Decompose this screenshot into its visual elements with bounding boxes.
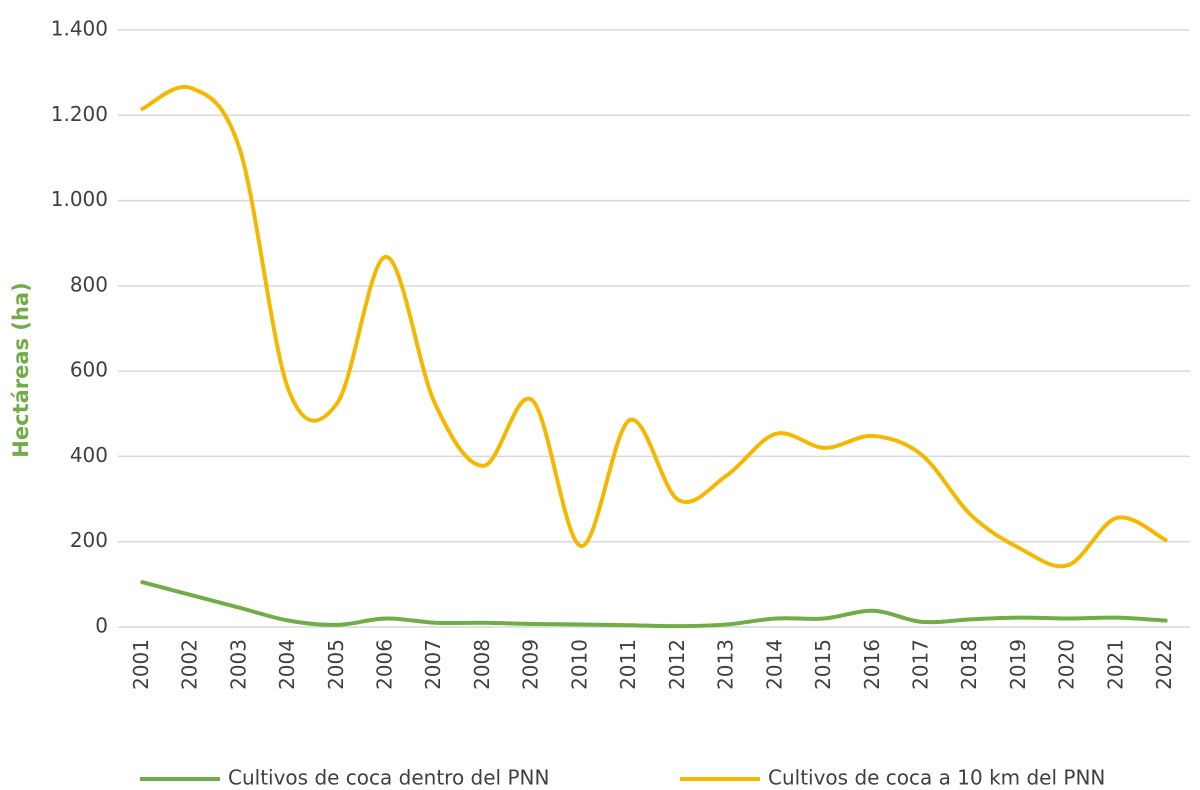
y-tick-label: 200: [70, 528, 108, 552]
y-tick-label: 1.000: [51, 187, 108, 211]
x-tick-label: 2009: [519, 639, 543, 690]
x-tick-label: 2014: [762, 639, 786, 690]
x-tick-label: 2008: [470, 639, 494, 690]
y-tick-label: 1.400: [51, 17, 108, 41]
x-tick-label: 2003: [226, 639, 250, 690]
x-tick-label: 2021: [1103, 639, 1127, 690]
y-tick-label: 400: [70, 443, 108, 467]
x-tick-label: 2010: [567, 639, 591, 690]
y-tick-label: 600: [70, 358, 108, 382]
x-tick-label: 2005: [324, 639, 348, 690]
x-tick-label: 2015: [811, 639, 835, 690]
x-tick-label: 2004: [275, 639, 299, 690]
x-tick-label: 2007: [421, 639, 445, 690]
legend-label: Cultivos de coca dentro del PNN: [228, 766, 549, 790]
x-tick-label: 2013: [714, 639, 738, 690]
x-tick-label: 2022: [1152, 639, 1176, 690]
y-axis-label: Hectáreas (ha): [9, 282, 33, 457]
line-series: [140, 84, 1168, 569]
x-tick-label: 2006: [373, 639, 397, 690]
x-tick-label: 2002: [178, 639, 202, 690]
x-tick-label: 2019: [1006, 639, 1030, 690]
line-series: [140, 580, 1168, 629]
x-tick-label: 2018: [957, 639, 981, 690]
x-tick-label: 2020: [1055, 639, 1079, 690]
y-tick-label: 1.200: [51, 102, 108, 126]
x-tick-label: 2016: [860, 639, 884, 690]
legend-label: Cultivos de coca a 10 km del PNN: [768, 766, 1105, 790]
x-tick-label: 2012: [665, 639, 689, 690]
y-tick-label: 0: [95, 614, 108, 638]
x-tick-label: 2011: [616, 639, 640, 690]
y-tick-label: 800: [70, 272, 108, 296]
x-tick-label: 2017: [909, 639, 933, 690]
x-tick-label: 2001: [129, 639, 153, 690]
